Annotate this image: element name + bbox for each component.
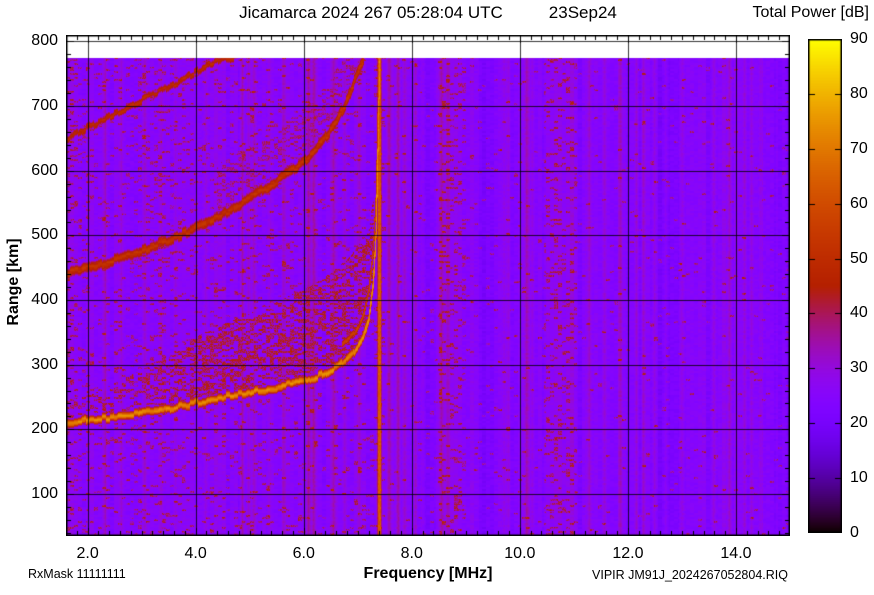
x-tick-label: 12.0 — [612, 545, 644, 562]
y-tick-label: 800 — [31, 32, 58, 50]
colorbar-tick-label: 80 — [850, 84, 868, 102]
y-tick-label: 700 — [31, 97, 58, 115]
x-tick-label: 2.0 — [76, 545, 99, 562]
colorbar-tick-label: 50 — [850, 249, 868, 267]
colorbar-tick-label: 10 — [850, 469, 868, 487]
station-time-label: Jicamarca 2024 267 05:28:04 UTC — [239, 3, 503, 22]
plot-title: Jicamarca 2024 267 05:28:04 UTC 23Sep24 — [66, 3, 790, 23]
colorbar-canvas — [808, 39, 842, 533]
colorbar-title: Total Power [dB] — [752, 4, 870, 21]
x-tick-label: 10.0 — [504, 545, 536, 562]
y-tick-label: 300 — [31, 355, 58, 373]
y-tick-label: 200 — [31, 420, 58, 438]
file-name-label: VIPIR JM91J_2024267052804.RIQ — [592, 568, 788, 582]
colorbar-tick-label: 60 — [850, 194, 868, 212]
colorbar-tick-label: 40 — [850, 304, 868, 322]
y-tick-label: 100 — [31, 484, 58, 502]
rx-mask-label: RxMask 11111111 — [28, 567, 126, 581]
y-tick-label: 500 — [31, 226, 58, 244]
date-label: 23Sep24 — [548, 3, 617, 22]
colorbar-tick-label: 20 — [850, 414, 868, 432]
colorbar-tick-label: 30 — [850, 359, 868, 377]
colorbar-tick-label: 90 — [850, 30, 868, 47]
ionogram-canvas — [66, 35, 790, 536]
colorbar-tick-label: 70 — [850, 139, 868, 157]
x-tick-label: 6.0 — [292, 545, 315, 562]
x-tick-label: 8.0 — [400, 545, 423, 562]
x-axis-label: Frequency [MHz] — [363, 565, 493, 582]
x-tick-label: 14.0 — [720, 545, 752, 562]
y-tick-label: 600 — [31, 161, 58, 179]
colorbar-tick-label: 0 — [850, 524, 859, 541]
x-tick-label: 4.0 — [184, 545, 207, 562]
y-tick-label: 400 — [31, 291, 58, 309]
